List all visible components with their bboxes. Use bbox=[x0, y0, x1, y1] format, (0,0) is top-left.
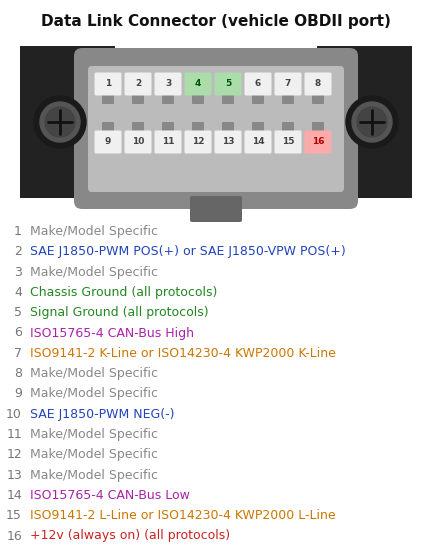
Text: Make/Model Specific: Make/Model Specific bbox=[30, 225, 158, 238]
Text: 12: 12 bbox=[6, 448, 22, 461]
Text: 3: 3 bbox=[165, 80, 171, 89]
Text: 11: 11 bbox=[6, 428, 22, 441]
Circle shape bbox=[352, 102, 392, 142]
FancyBboxPatch shape bbox=[192, 122, 204, 133]
FancyBboxPatch shape bbox=[132, 122, 144, 133]
Text: 13: 13 bbox=[6, 469, 22, 482]
Text: +12v (always on) (all protocols): +12v (always on) (all protocols) bbox=[30, 530, 230, 542]
Text: Data Link Connector (vehicle OBDII port): Data Link Connector (vehicle OBDII port) bbox=[41, 14, 391, 29]
Text: 6: 6 bbox=[255, 80, 261, 89]
FancyBboxPatch shape bbox=[282, 122, 294, 133]
FancyBboxPatch shape bbox=[245, 73, 271, 96]
Text: 13: 13 bbox=[222, 138, 234, 146]
FancyBboxPatch shape bbox=[88, 66, 344, 192]
Text: 14: 14 bbox=[252, 138, 264, 146]
FancyBboxPatch shape bbox=[162, 93, 174, 104]
FancyBboxPatch shape bbox=[155, 73, 181, 96]
FancyBboxPatch shape bbox=[274, 73, 302, 96]
FancyBboxPatch shape bbox=[74, 48, 358, 209]
Circle shape bbox=[357, 107, 387, 137]
Text: 1: 1 bbox=[105, 80, 111, 89]
FancyBboxPatch shape bbox=[305, 130, 331, 153]
FancyBboxPatch shape bbox=[252, 122, 264, 133]
FancyBboxPatch shape bbox=[252, 93, 264, 104]
Text: 5: 5 bbox=[14, 306, 22, 319]
Text: 16: 16 bbox=[312, 138, 324, 146]
FancyBboxPatch shape bbox=[95, 73, 121, 96]
FancyBboxPatch shape bbox=[190, 196, 242, 222]
Text: 10: 10 bbox=[6, 408, 22, 421]
FancyBboxPatch shape bbox=[102, 93, 114, 104]
Text: ISO15765-4 CAN-Bus Low: ISO15765-4 CAN-Bus Low bbox=[30, 489, 190, 502]
FancyBboxPatch shape bbox=[282, 93, 294, 104]
Text: SAE J1850-PWM NEG(-): SAE J1850-PWM NEG(-) bbox=[30, 408, 175, 421]
FancyBboxPatch shape bbox=[274, 130, 302, 153]
FancyBboxPatch shape bbox=[184, 73, 212, 96]
FancyBboxPatch shape bbox=[215, 73, 241, 96]
Text: 4: 4 bbox=[14, 286, 22, 299]
Circle shape bbox=[346, 96, 398, 148]
FancyBboxPatch shape bbox=[102, 122, 114, 133]
Text: 3: 3 bbox=[14, 266, 22, 279]
Text: SAE J1850-PWM POS(+) or SAE J1850-VPW POS(+): SAE J1850-PWM POS(+) or SAE J1850-VPW PO… bbox=[30, 245, 346, 258]
Text: 7: 7 bbox=[285, 80, 291, 89]
Text: 9: 9 bbox=[14, 387, 22, 400]
FancyBboxPatch shape bbox=[184, 130, 212, 153]
Text: 4: 4 bbox=[195, 80, 201, 89]
Text: 12: 12 bbox=[192, 138, 204, 146]
Text: 8: 8 bbox=[315, 80, 321, 89]
Text: 6: 6 bbox=[14, 327, 22, 339]
Text: 15: 15 bbox=[6, 509, 22, 522]
Text: 15: 15 bbox=[282, 138, 294, 146]
Text: 7: 7 bbox=[14, 347, 22, 360]
Circle shape bbox=[34, 96, 86, 148]
Text: 9: 9 bbox=[105, 138, 111, 146]
Circle shape bbox=[40, 102, 80, 142]
Text: ISO9141-2 L-Line or ISO14230-4 KWP2000 L-Line: ISO9141-2 L-Line or ISO14230-4 KWP2000 L… bbox=[30, 509, 336, 522]
Text: 10: 10 bbox=[132, 138, 144, 146]
FancyBboxPatch shape bbox=[162, 122, 174, 133]
FancyBboxPatch shape bbox=[124, 73, 152, 96]
Text: Chassis Ground (all protocols): Chassis Ground (all protocols) bbox=[30, 286, 217, 299]
Polygon shape bbox=[20, 46, 115, 198]
Text: Make/Model Specific: Make/Model Specific bbox=[30, 387, 158, 400]
FancyBboxPatch shape bbox=[222, 93, 234, 104]
Circle shape bbox=[45, 107, 75, 137]
FancyBboxPatch shape bbox=[192, 93, 204, 104]
FancyBboxPatch shape bbox=[222, 122, 234, 133]
Text: Signal Ground (all protocols): Signal Ground (all protocols) bbox=[30, 306, 209, 319]
Text: 2: 2 bbox=[14, 245, 22, 258]
Text: 8: 8 bbox=[14, 367, 22, 380]
Polygon shape bbox=[317, 46, 412, 198]
Text: 16: 16 bbox=[6, 530, 22, 542]
Text: 14: 14 bbox=[6, 489, 22, 502]
Text: 1: 1 bbox=[14, 225, 22, 238]
FancyBboxPatch shape bbox=[312, 93, 324, 104]
FancyBboxPatch shape bbox=[124, 130, 152, 153]
Text: Make/Model Specific: Make/Model Specific bbox=[30, 266, 158, 279]
Text: ISO9141-2 K-Line or ISO14230-4 KWP2000 K-Line: ISO9141-2 K-Line or ISO14230-4 KWP2000 K… bbox=[30, 347, 336, 360]
Text: 5: 5 bbox=[225, 80, 231, 89]
FancyBboxPatch shape bbox=[305, 73, 331, 96]
Text: Make/Model Specific: Make/Model Specific bbox=[30, 428, 158, 441]
FancyBboxPatch shape bbox=[155, 130, 181, 153]
FancyBboxPatch shape bbox=[215, 130, 241, 153]
FancyBboxPatch shape bbox=[245, 130, 271, 153]
FancyBboxPatch shape bbox=[132, 93, 144, 104]
Text: Make/Model Specific: Make/Model Specific bbox=[30, 367, 158, 380]
Text: ISO15765-4 CAN-Bus High: ISO15765-4 CAN-Bus High bbox=[30, 327, 194, 339]
Text: 11: 11 bbox=[162, 138, 174, 146]
Text: Make/Model Specific: Make/Model Specific bbox=[30, 448, 158, 461]
Text: 2: 2 bbox=[135, 80, 141, 89]
Text: Make/Model Specific: Make/Model Specific bbox=[30, 469, 158, 482]
FancyBboxPatch shape bbox=[95, 130, 121, 153]
FancyBboxPatch shape bbox=[312, 122, 324, 133]
